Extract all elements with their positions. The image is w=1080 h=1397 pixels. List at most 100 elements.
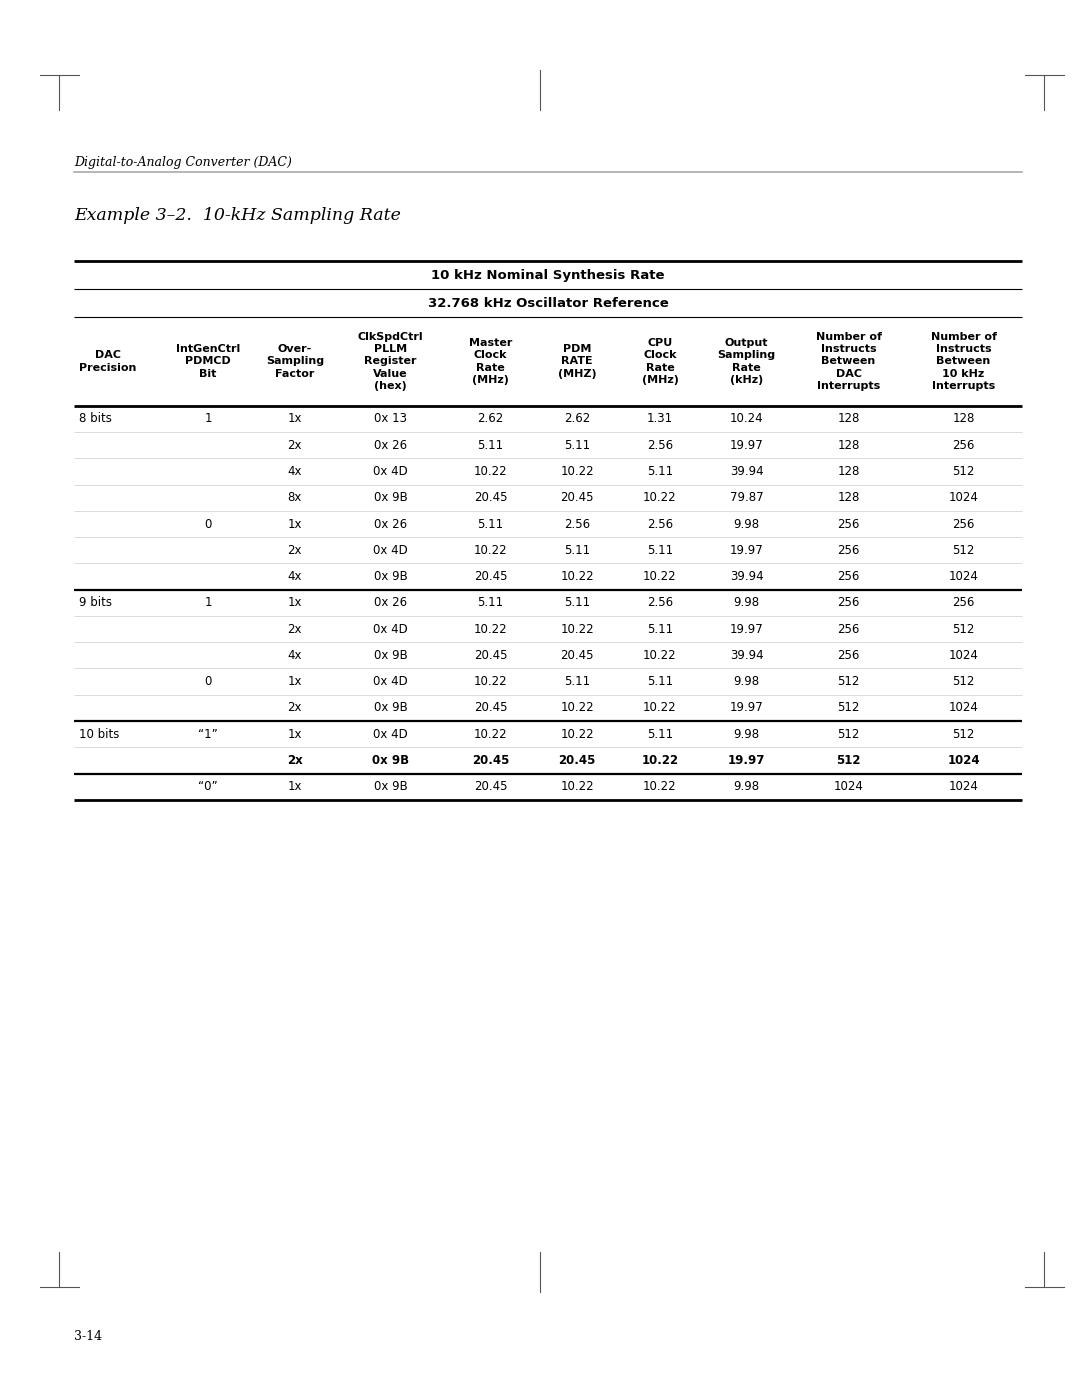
Text: 10.22: 10.22 <box>643 570 677 583</box>
Text: 9.98: 9.98 <box>733 780 759 793</box>
Text: 1024: 1024 <box>948 570 978 583</box>
Text: 19.97: 19.97 <box>730 439 764 451</box>
Text: 39.94: 39.94 <box>730 465 764 478</box>
Text: 2x: 2x <box>287 439 302 451</box>
Text: 5.11: 5.11 <box>647 675 673 689</box>
Text: 19.97: 19.97 <box>728 754 766 767</box>
Text: 1x: 1x <box>287 728 302 740</box>
Text: 10.22: 10.22 <box>561 570 594 583</box>
Text: 19.97: 19.97 <box>730 701 764 714</box>
Text: ClkSpdCtrl
PLLM
Register
Value
(hex): ClkSpdCtrl PLLM Register Value (hex) <box>357 331 423 391</box>
Text: 20.45: 20.45 <box>561 648 594 662</box>
Text: 4x: 4x <box>287 570 302 583</box>
Text: 0x 9B: 0x 9B <box>374 780 407 793</box>
Text: 32.768 kHz Oscillator Reference: 32.768 kHz Oscillator Reference <box>428 296 669 310</box>
Text: 256: 256 <box>953 597 974 609</box>
Text: 0x 4D: 0x 4D <box>374 675 408 689</box>
Text: Digital-to-Analog Converter (DAC): Digital-to-Analog Converter (DAC) <box>75 156 292 169</box>
Text: 9 bits: 9 bits <box>79 597 112 609</box>
Text: 1x: 1x <box>287 780 302 793</box>
Text: 256: 256 <box>837 648 860 662</box>
Text: 1: 1 <box>204 597 212 609</box>
Text: 5.11: 5.11 <box>564 543 591 557</box>
Text: 256: 256 <box>837 517 860 531</box>
Text: 10.24: 10.24 <box>730 412 764 426</box>
Text: 10.22: 10.22 <box>561 465 594 478</box>
Text: 10.22: 10.22 <box>643 492 677 504</box>
Text: 10.22: 10.22 <box>643 701 677 714</box>
Text: 2.62: 2.62 <box>477 412 503 426</box>
Text: 10.22: 10.22 <box>561 780 594 793</box>
Text: 2.62: 2.62 <box>564 412 591 426</box>
Text: 4x: 4x <box>287 648 302 662</box>
Text: PDM
RATE
(MHZ): PDM RATE (MHZ) <box>558 344 596 379</box>
Text: Over-
Sampling
Factor: Over- Sampling Factor <box>266 344 324 379</box>
Text: 1x: 1x <box>287 675 302 689</box>
Text: 256: 256 <box>837 597 860 609</box>
Text: CPU
Clock
Rate
(MHz): CPU Clock Rate (MHz) <box>642 338 678 386</box>
Text: 10.22: 10.22 <box>561 728 594 740</box>
Text: 512: 512 <box>836 754 861 767</box>
Text: Number of
Instructs
Between
10 kHz
Interrupts: Number of Instructs Between 10 kHz Inter… <box>931 331 997 391</box>
Text: Master
Clock
Rate
(MHz): Master Clock Rate (MHz) <box>469 338 512 386</box>
Text: 0x 13: 0x 13 <box>374 412 407 426</box>
Text: 5.11: 5.11 <box>647 465 673 478</box>
Text: DAC
Precision: DAC Precision <box>79 351 136 373</box>
Text: 19.97: 19.97 <box>730 623 764 636</box>
Text: 1024: 1024 <box>948 701 978 714</box>
Text: 0x 9B: 0x 9B <box>374 701 407 714</box>
Text: 0x 26: 0x 26 <box>374 517 407 531</box>
Text: 10.22: 10.22 <box>474 543 508 557</box>
Text: 5.11: 5.11 <box>647 543 673 557</box>
Text: 0: 0 <box>204 675 212 689</box>
Text: 512: 512 <box>953 623 974 636</box>
Text: 512: 512 <box>837 701 860 714</box>
Text: 10 bits: 10 bits <box>79 728 120 740</box>
Text: 0x 4D: 0x 4D <box>374 728 408 740</box>
Text: 0x 9B: 0x 9B <box>374 492 407 504</box>
Text: 1024: 1024 <box>948 492 978 504</box>
Text: 8 bits: 8 bits <box>79 412 112 426</box>
Text: 128: 128 <box>953 412 974 426</box>
Text: 512: 512 <box>953 465 974 478</box>
Text: 2.56: 2.56 <box>564 517 591 531</box>
Text: 10.22: 10.22 <box>561 623 594 636</box>
Text: 1024: 1024 <box>834 780 864 793</box>
Text: 9.98: 9.98 <box>733 675 759 689</box>
Text: 1.31: 1.31 <box>647 412 673 426</box>
Text: 256: 256 <box>837 623 860 636</box>
Text: 2.56: 2.56 <box>647 439 673 451</box>
Text: 10.22: 10.22 <box>643 780 677 793</box>
Text: 512: 512 <box>953 675 974 689</box>
Text: 20.45: 20.45 <box>474 701 508 714</box>
Text: 10.22: 10.22 <box>474 623 508 636</box>
Text: 0x 26: 0x 26 <box>374 439 407 451</box>
Text: 10.22: 10.22 <box>474 728 508 740</box>
Text: 5.11: 5.11 <box>564 439 591 451</box>
Text: 20.45: 20.45 <box>474 648 508 662</box>
Text: 4x: 4x <box>287 465 302 478</box>
Text: 1024: 1024 <box>947 754 980 767</box>
Text: 128: 128 <box>837 412 860 426</box>
Text: 10 kHz Nominal Synthesis Rate: 10 kHz Nominal Synthesis Rate <box>431 268 665 282</box>
Text: 0x 26: 0x 26 <box>374 597 407 609</box>
Text: 512: 512 <box>953 543 974 557</box>
Text: 10.22: 10.22 <box>642 754 678 767</box>
Text: 512: 512 <box>837 675 860 689</box>
Text: 0x 9B: 0x 9B <box>374 570 407 583</box>
Text: Output
Sampling
Rate
(kHz): Output Sampling Rate (kHz) <box>717 338 775 386</box>
Text: 1024: 1024 <box>948 648 978 662</box>
Text: 19.97: 19.97 <box>730 543 764 557</box>
Text: 128: 128 <box>837 465 860 478</box>
Text: 2.56: 2.56 <box>647 597 673 609</box>
Text: 128: 128 <box>837 439 860 451</box>
Text: 5.11: 5.11 <box>564 675 591 689</box>
Text: 20.45: 20.45 <box>561 492 594 504</box>
Text: 20.45: 20.45 <box>474 492 508 504</box>
Text: 10.22: 10.22 <box>474 675 508 689</box>
Text: 0x 4D: 0x 4D <box>374 543 408 557</box>
Text: 5.11: 5.11 <box>564 597 591 609</box>
Text: 0x 4D: 0x 4D <box>374 465 408 478</box>
Text: 0x 9B: 0x 9B <box>373 754 409 767</box>
Text: 9.98: 9.98 <box>733 728 759 740</box>
